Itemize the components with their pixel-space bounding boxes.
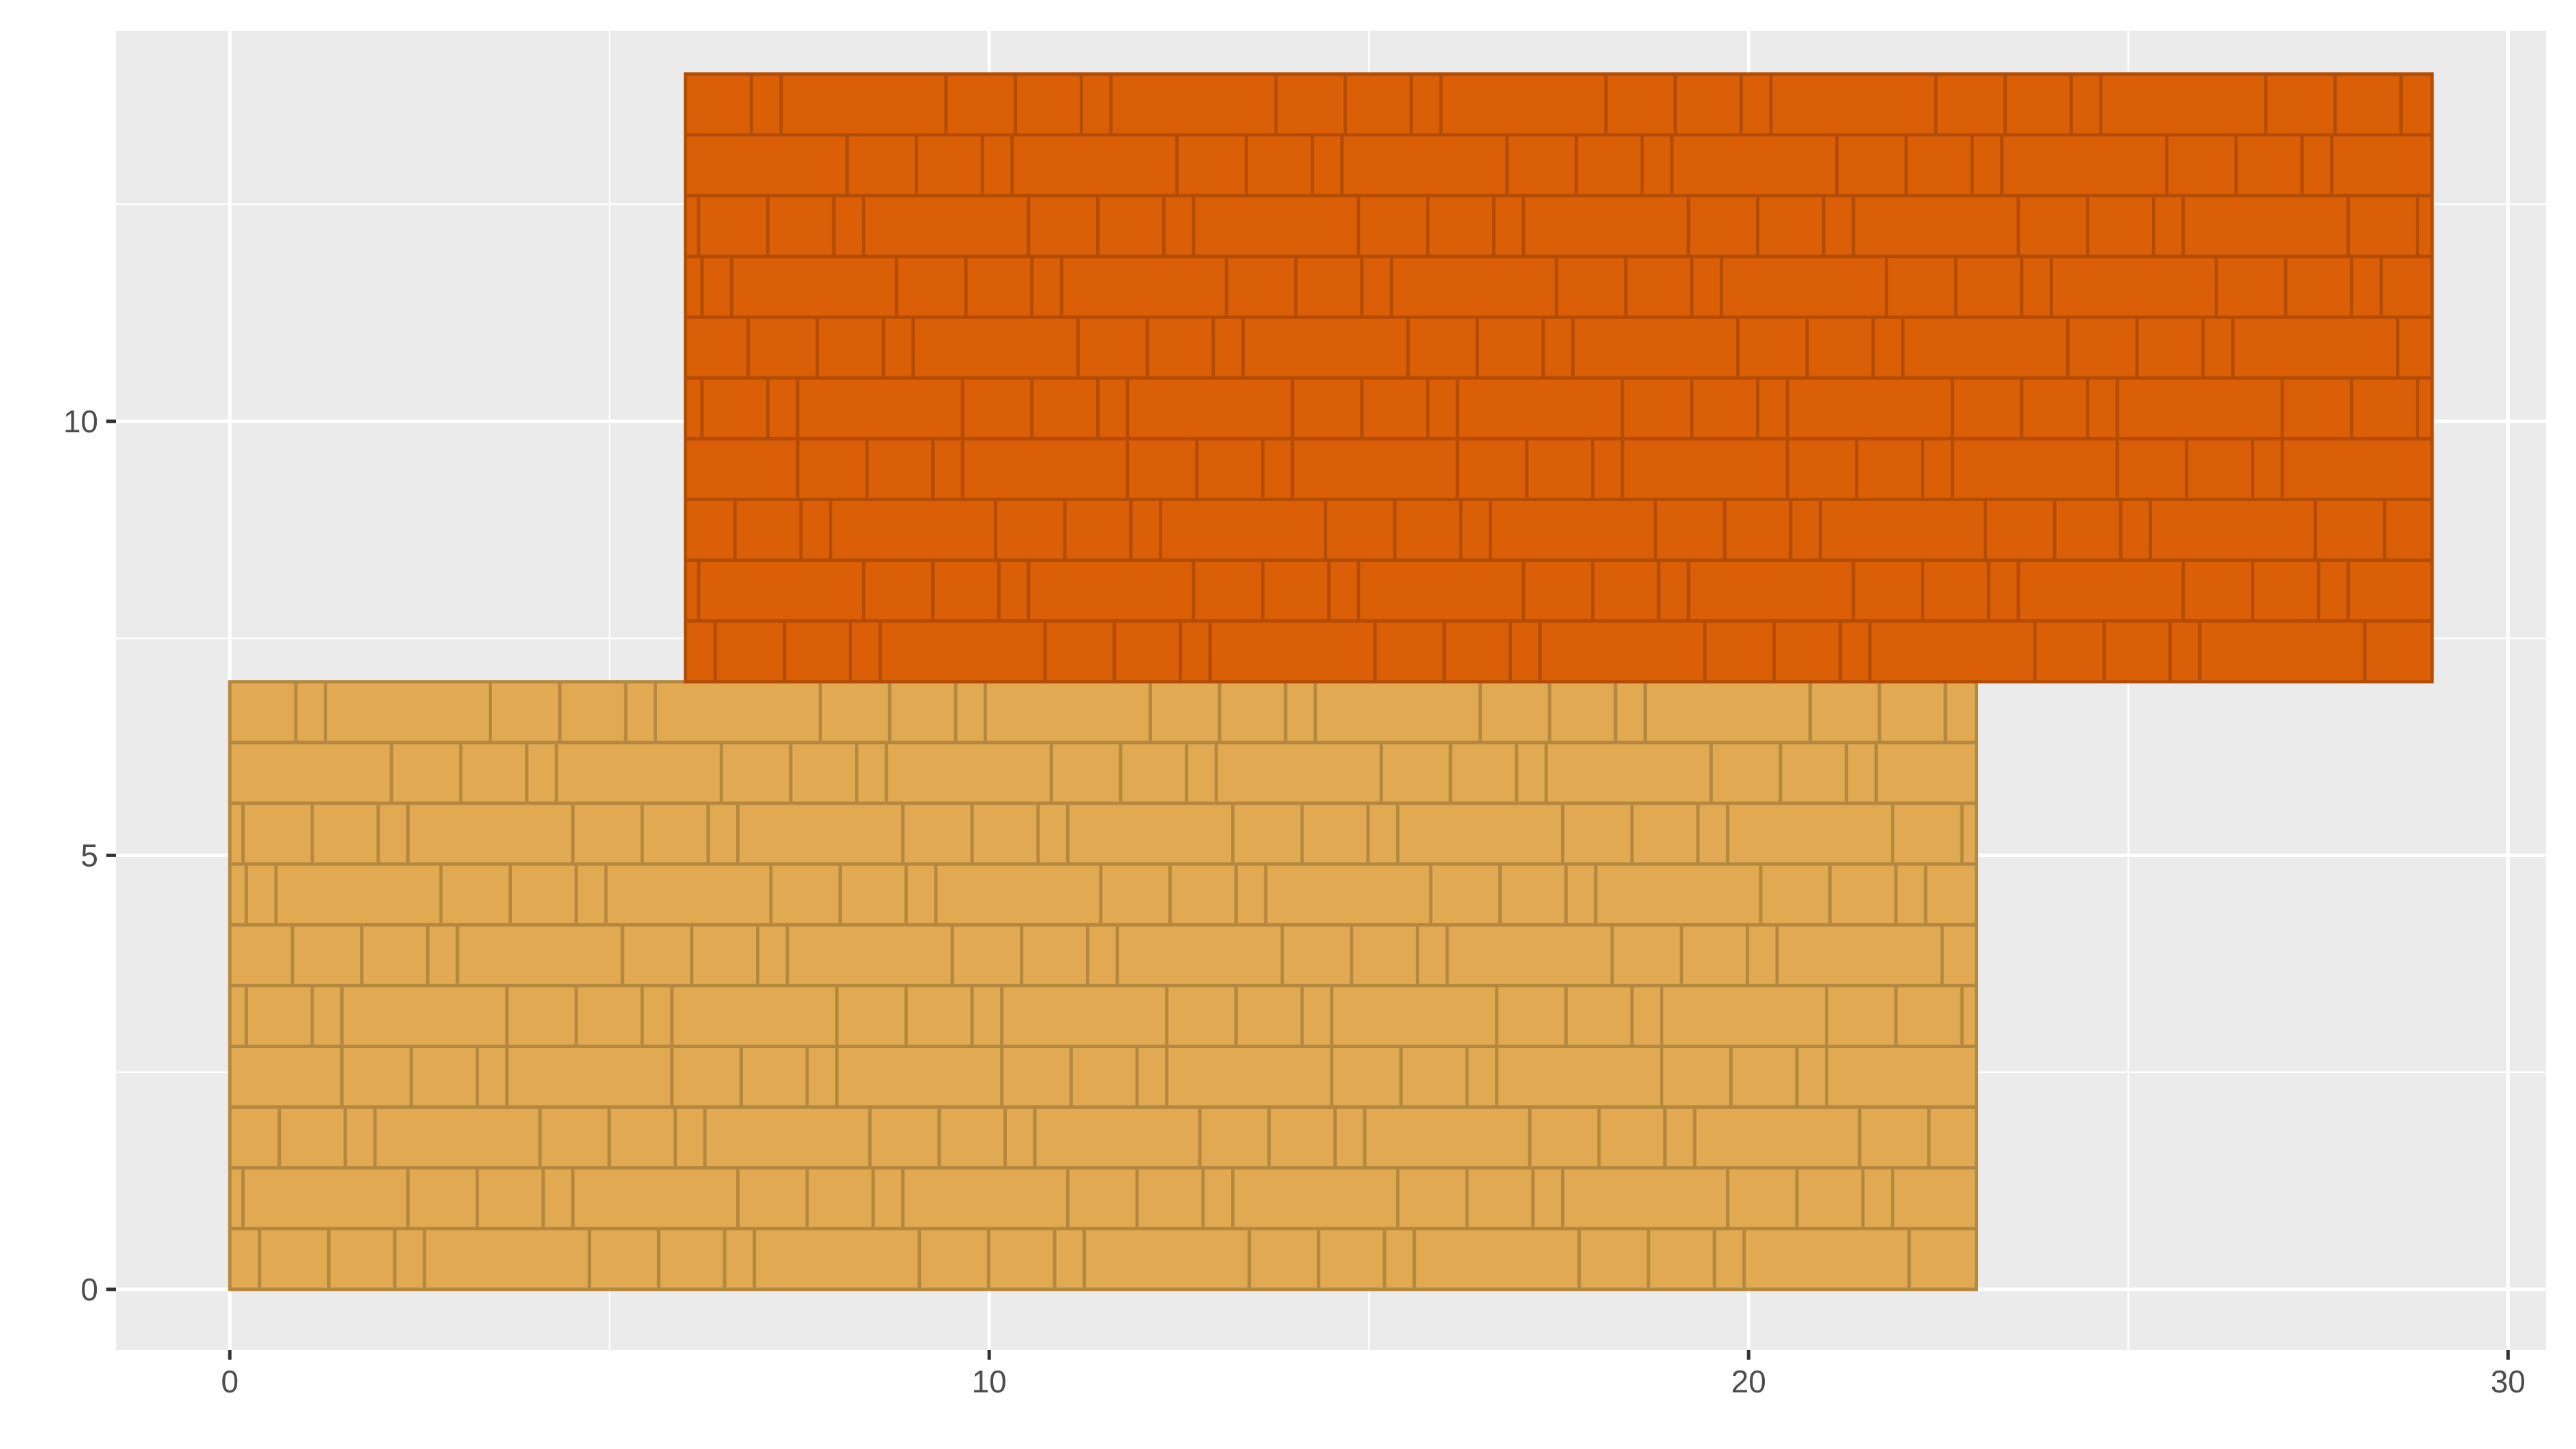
- x-tick-label: 30: [2491, 1364, 2526, 1399]
- brick-lines: [685, 74, 2432, 682]
- rect-outline: [684, 72, 2434, 684]
- y-axis: 0 5 10: [63, 404, 116, 1307]
- x-tick-label: 0: [221, 1364, 239, 1399]
- brick-lines: [230, 681, 1977, 1289]
- x-tick-label: 20: [1731, 1364, 1766, 1399]
- x-axis: 0 10 20 30: [221, 1350, 2526, 1399]
- y-tick-label: 0: [80, 1272, 98, 1307]
- x-tick-label: 10: [972, 1364, 1007, 1399]
- y-tick-label: 10: [63, 404, 98, 439]
- data-marks: [228, 72, 2434, 1291]
- brick-rect-2: [684, 72, 2434, 684]
- y-tick-label: 5: [80, 837, 98, 873]
- brick-rect-1: [228, 680, 1978, 1291]
